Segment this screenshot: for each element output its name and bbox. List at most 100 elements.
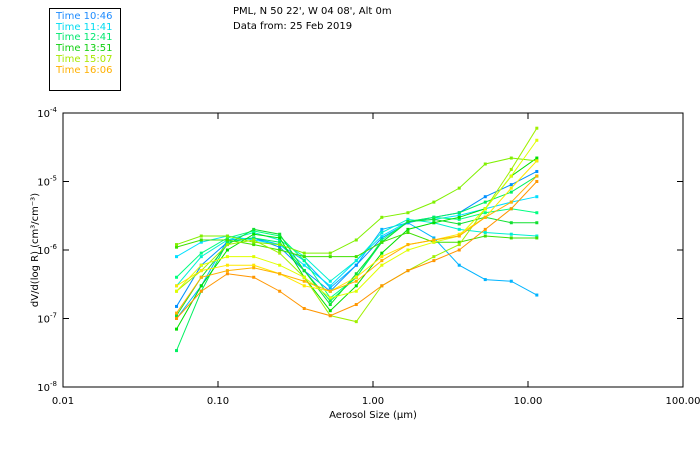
data-point bbox=[535, 211, 539, 215]
x-tick-label: 1.00 bbox=[362, 396, 384, 407]
data-point bbox=[225, 263, 229, 267]
data-point bbox=[483, 211, 487, 215]
data-point bbox=[302, 275, 306, 279]
data-point bbox=[354, 259, 358, 263]
x-tick-label: 0.01 bbox=[52, 396, 74, 407]
data-point bbox=[175, 304, 179, 308]
data-point bbox=[252, 263, 256, 267]
data-point bbox=[175, 275, 179, 279]
data-point bbox=[278, 272, 282, 276]
x-tick-label: 10.00 bbox=[514, 396, 543, 407]
legend-item: Time 10:46 bbox=[56, 11, 113, 22]
data-point bbox=[432, 240, 436, 244]
data-point bbox=[225, 234, 229, 238]
data-point bbox=[225, 255, 229, 259]
series-time-15-07 bbox=[175, 138, 539, 300]
data-point bbox=[535, 221, 539, 225]
data-point bbox=[302, 306, 306, 310]
y-tick-label: 10-5 bbox=[37, 175, 57, 189]
data-point bbox=[175, 349, 179, 353]
data-point bbox=[509, 232, 513, 236]
data-point bbox=[432, 215, 436, 219]
data-point bbox=[457, 215, 461, 219]
data-point bbox=[380, 234, 384, 238]
data-point bbox=[432, 221, 436, 225]
x-axis-label: Aerosol Size (µm) bbox=[329, 410, 417, 421]
data-point bbox=[354, 279, 358, 283]
data-point bbox=[252, 243, 256, 247]
data-point bbox=[328, 284, 332, 288]
chart-header: PML, N 50 22', W 04 08', Alt 0m Data fro… bbox=[233, 4, 392, 34]
data-point bbox=[354, 320, 358, 324]
data-point bbox=[380, 215, 384, 219]
legend: Time 10:46 Time 11:41 Time 12:41 Time 13… bbox=[49, 8, 121, 91]
data-point bbox=[380, 231, 384, 235]
data-point bbox=[457, 240, 461, 244]
data-point bbox=[509, 186, 513, 190]
data-point bbox=[535, 195, 539, 199]
legend-item: Time 13:51 bbox=[56, 43, 113, 55]
data-point bbox=[225, 236, 229, 240]
data-point bbox=[535, 169, 539, 173]
data-point bbox=[354, 289, 358, 293]
data-point bbox=[535, 174, 539, 178]
data-point bbox=[509, 236, 513, 240]
data-point bbox=[302, 279, 306, 283]
data-point bbox=[483, 200, 487, 204]
date-text: Data from: 25 Feb 2019 bbox=[233, 21, 353, 32]
data-point bbox=[457, 186, 461, 190]
data-point bbox=[535, 156, 539, 160]
data-point bbox=[175, 243, 179, 247]
data-point bbox=[509, 190, 513, 194]
data-point bbox=[432, 255, 436, 259]
data-point bbox=[302, 269, 306, 273]
data-point bbox=[225, 243, 229, 247]
x-tick-label: 100.00 bbox=[666, 396, 700, 407]
data-point bbox=[278, 263, 282, 267]
series-line bbox=[176, 160, 538, 292]
data-point bbox=[354, 263, 358, 267]
series-time-16-06 bbox=[175, 180, 539, 320]
data-point bbox=[278, 238, 282, 242]
series-line bbox=[176, 175, 538, 351]
y-tick-label: 10-7 bbox=[37, 312, 57, 326]
data-point bbox=[406, 243, 410, 247]
data-point bbox=[328, 296, 332, 300]
data-point bbox=[252, 236, 256, 240]
data-point bbox=[328, 289, 332, 293]
data-point bbox=[354, 272, 358, 276]
data-point bbox=[509, 200, 513, 204]
data-point bbox=[509, 167, 513, 171]
data-point bbox=[302, 255, 306, 259]
data-point bbox=[225, 272, 229, 276]
data-point bbox=[328, 279, 332, 283]
data-point bbox=[535, 236, 539, 240]
data-point bbox=[328, 299, 332, 303]
data-point bbox=[252, 240, 256, 244]
data-point bbox=[509, 174, 513, 178]
data-point bbox=[252, 227, 256, 231]
data-point bbox=[509, 207, 513, 211]
legend-item: Time 15:07 bbox=[56, 53, 113, 65]
series-line bbox=[176, 181, 538, 319]
data-point bbox=[535, 138, 539, 142]
data-point bbox=[328, 303, 332, 307]
data-point bbox=[199, 289, 203, 293]
data-point bbox=[380, 255, 384, 259]
data-point bbox=[457, 263, 461, 267]
data-point bbox=[483, 227, 487, 231]
data-point bbox=[535, 126, 539, 130]
data-point bbox=[380, 251, 384, 255]
data-point bbox=[278, 240, 282, 244]
data-point bbox=[457, 234, 461, 238]
data-point bbox=[252, 238, 256, 242]
data-point bbox=[432, 259, 436, 263]
data-point bbox=[302, 259, 306, 263]
data-point bbox=[354, 275, 358, 279]
series-time-16-06 bbox=[175, 174, 539, 315]
plot-frame bbox=[62, 112, 684, 388]
data-point bbox=[535, 293, 539, 297]
data-point bbox=[199, 251, 203, 255]
data-point bbox=[535, 234, 539, 238]
